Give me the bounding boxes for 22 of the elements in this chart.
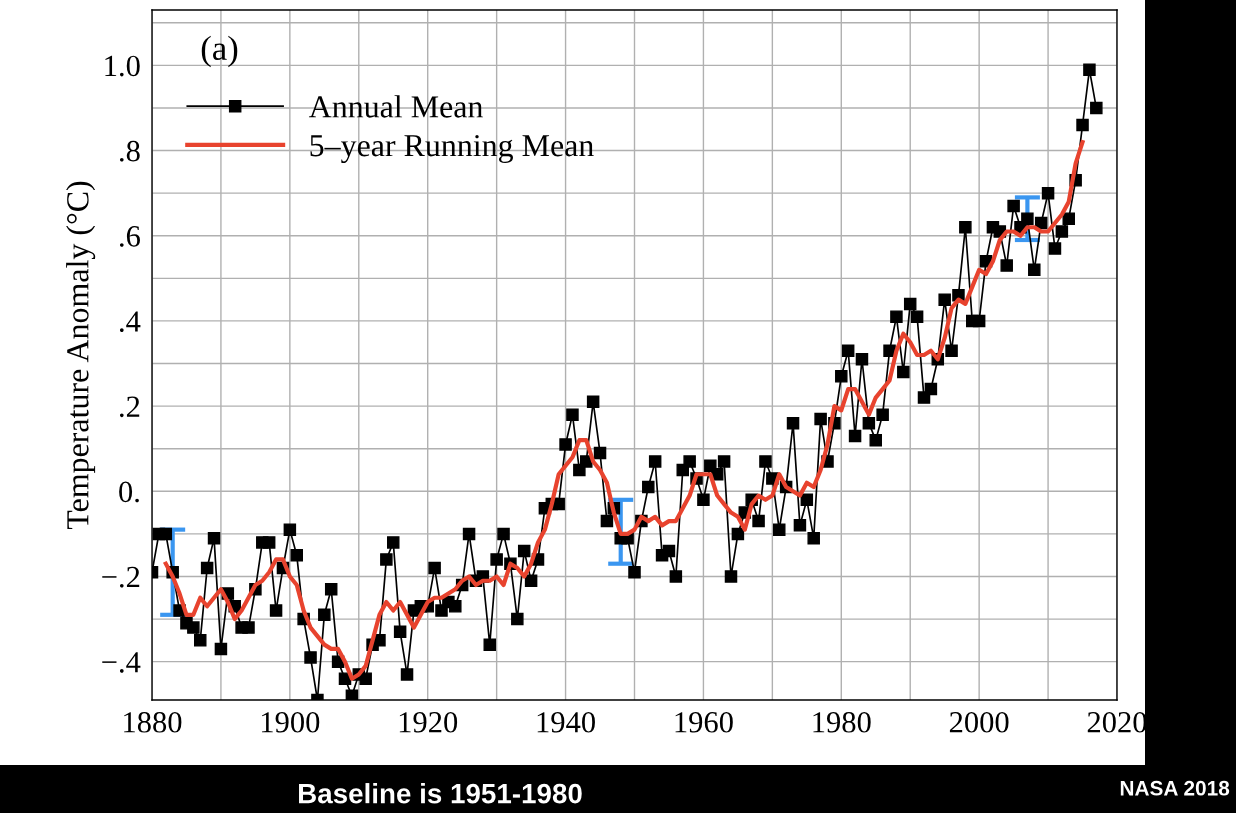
y-tick-label: −.2 xyxy=(102,566,140,588)
y-tick-label: .2 xyxy=(119,396,140,418)
x-tick-label: 1960 xyxy=(675,711,733,733)
x-tick-label: 1980 xyxy=(813,711,871,733)
x-tick-label: 2020 xyxy=(1087,711,1147,733)
legend-label: 5–year Running Mean xyxy=(310,134,594,163)
y-tick-label: 1.0 xyxy=(105,55,140,77)
text: Baseline is 1951-1980 xyxy=(299,783,582,804)
x-tick-label: 1920 xyxy=(399,711,458,733)
legend-label: Annual Mean xyxy=(308,95,483,118)
y-tick-label: −.4 xyxy=(102,652,141,673)
text: NASA 2018 xyxy=(1120,780,1230,796)
x-tick-label: 1900 xyxy=(261,711,320,733)
x-tick-label: 2000 xyxy=(949,711,1009,733)
y-tick-label: .8 xyxy=(119,140,140,162)
y-tick-label: .4 xyxy=(119,311,141,332)
y-tick-label: 0. xyxy=(119,481,139,503)
x-tick-label: 1940 xyxy=(537,711,595,733)
y-tick-label: .6 xyxy=(119,226,140,247)
x-tick-label: 1880 xyxy=(124,711,182,733)
y-axis-title: Temperature Anomaly (°C) xyxy=(66,181,96,530)
annotation: (a) xyxy=(201,35,238,68)
